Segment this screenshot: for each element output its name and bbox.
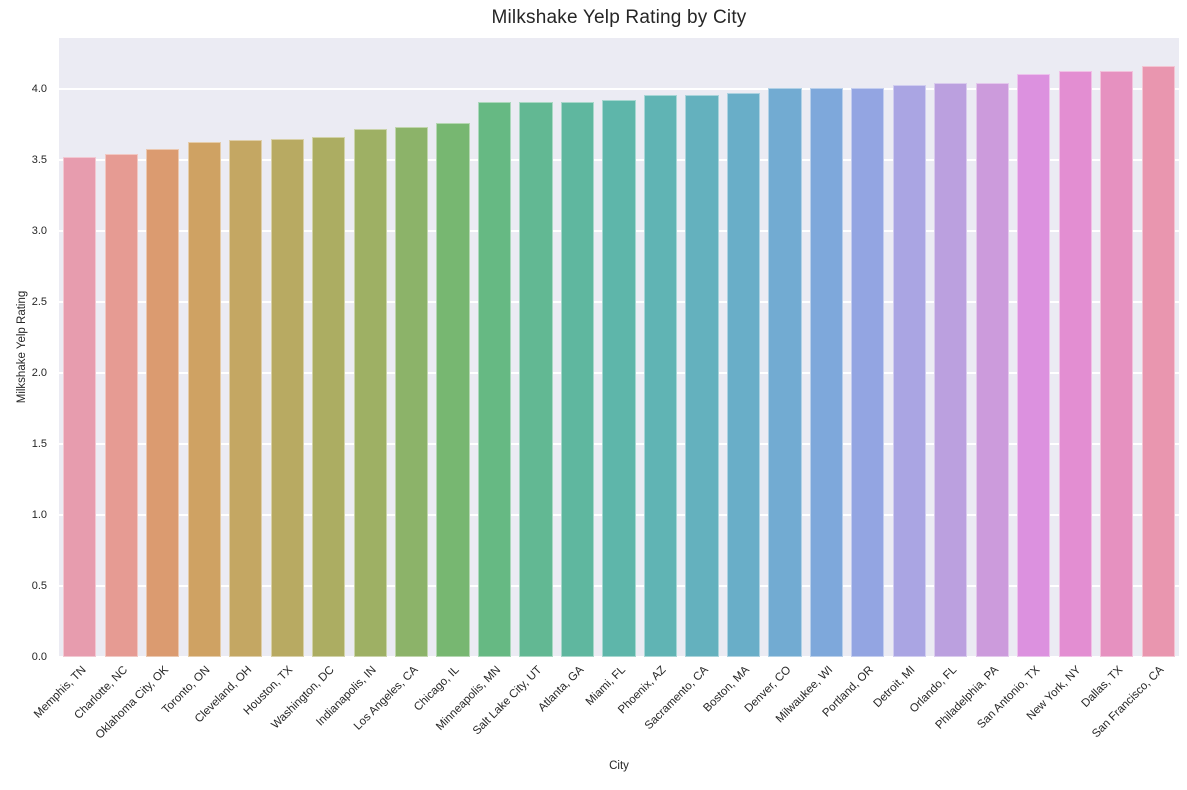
- y-tick-label-3.0: 3.0: [31, 225, 47, 238]
- bar-cleveland-oh: [229, 140, 263, 657]
- chart-title: Milkshake Yelp Rating by City: [491, 7, 747, 28]
- y-tick-label-4.0: 4.0: [31, 83, 47, 96]
- bar-boston-ma: [726, 93, 761, 657]
- bar-detroit-mi: [892, 84, 926, 657]
- bar-oklahoma-city-ok: [146, 148, 180, 657]
- bar-miami-fl: [602, 100, 636, 657]
- bar-charlotte-nc: [104, 154, 138, 657]
- y-tick-label-0.5: 0.5: [31, 580, 47, 592]
- bar-milwaukee-wi: [809, 87, 843, 657]
- bar-new-york-ny: [1058, 70, 1092, 657]
- x-tick-label-oklahoma-city-ok: Oklahoma City, OK: [93, 664, 172, 742]
- bar-san-antonio-tx: [1017, 73, 1051, 657]
- bar-washington-dc: [312, 137, 346, 657]
- bar-minneapolis-mn: [477, 101, 512, 657]
- bar-orlando-fl: [934, 83, 968, 657]
- x-axis-label: City: [609, 760, 629, 772]
- bar-sacramento-ca: [685, 94, 719, 657]
- bar-chicago-il: [436, 123, 470, 657]
- bar-philadelphia-pa: [975, 83, 1009, 657]
- bar-dallas-tx: [1100, 70, 1134, 657]
- bar-denver-co: [768, 87, 802, 657]
- bar-salt-lake-city-ut: [519, 101, 553, 657]
- bar-atlanta-ga: [560, 101, 595, 657]
- bar-portland-or: [851, 87, 885, 657]
- y-tick-label-0.0: 0.0: [31, 651, 47, 663]
- bar-memphis-tn: [63, 157, 97, 657]
- bar-indianapolis-in: [353, 128, 387, 657]
- y-tick-label-2.5: 2.5: [31, 296, 47, 309]
- plot-area: [59, 38, 1179, 658]
- y-axis-label: Milkshake Yelp Rating: [16, 290, 28, 404]
- bar-los-angeles-ca: [395, 127, 429, 657]
- bar-toronto-on: [187, 141, 221, 657]
- y-tick-label-1.5: 1.5: [31, 438, 47, 451]
- y-tick-label-2.0: 2.0: [31, 367, 47, 380]
- bar-san-francisco-ca: [1141, 66, 1175, 657]
- bar-phoenix-az: [643, 94, 678, 657]
- y-tick-label-3.5: 3.5: [31, 154, 47, 167]
- bar-houston-tx: [270, 138, 304, 657]
- gridline-4.0: [59, 88, 1179, 90]
- y-tick-label-1.0: 1.0: [31, 509, 47, 522]
- x-tick-label-san-francisco-ca: San Francisco, CA: [1090, 664, 1167, 741]
